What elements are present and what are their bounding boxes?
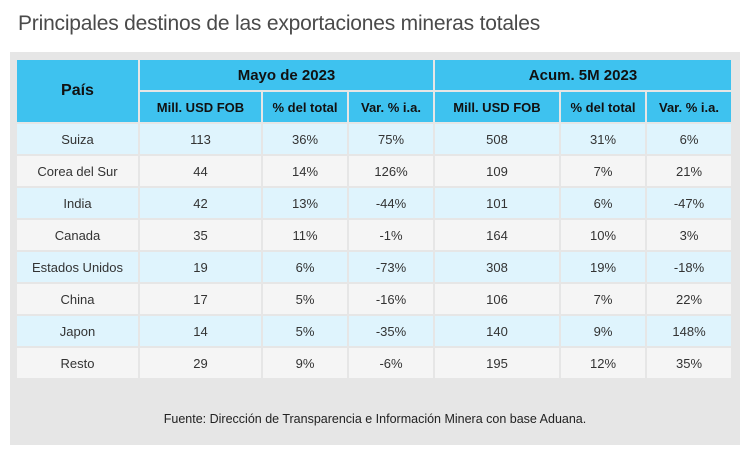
table-row: Japon 14 5% -35% 140 9% 148% — [17, 316, 731, 346]
cell-acum-mill-usd-fob: 164 — [435, 220, 559, 250]
cell-may-pct-total: 5% — [263, 316, 347, 346]
sub-header-mill-usd-fob-acum: Mill. USD FOB — [435, 92, 559, 122]
cell-may-var-ia: -6% — [349, 348, 433, 378]
cell-may-var-ia: -35% — [349, 316, 433, 346]
cell-may-var-ia: -44% — [349, 188, 433, 218]
cell-country: Japon — [17, 316, 138, 346]
cell-acum-pct-total: 9% — [561, 316, 645, 346]
cell-acum-var-ia: 3% — [647, 220, 731, 250]
cell-acum-pct-total: 19% — [561, 252, 645, 282]
cell-acum-var-ia: 148% — [647, 316, 731, 346]
cell-may-pct-total: 9% — [263, 348, 347, 378]
cell-acum-var-ia: 22% — [647, 284, 731, 314]
cell-country: China — [17, 284, 138, 314]
table-row: Canada 35 11% -1% 164 10% 3% — [17, 220, 731, 250]
cell-may-var-ia: -73% — [349, 252, 433, 282]
cell-country: India — [17, 188, 138, 218]
cell-acum-mill-usd-fob: 508 — [435, 124, 559, 154]
cell-may-pct-total: 5% — [263, 284, 347, 314]
cell-may-mill-usd-fob: 35 — [140, 220, 261, 250]
cell-acum-mill-usd-fob: 106 — [435, 284, 559, 314]
cell-country: Estados Unidos — [17, 252, 138, 282]
sub-header-var-ia-acum: Var. % i.a. — [647, 92, 731, 122]
cell-may-var-ia: -1% — [349, 220, 433, 250]
table-row: China 17 5% -16% 106 7% 22% — [17, 284, 731, 314]
table-row: Corea del Sur 44 14% 126% 109 7% 21% — [17, 156, 731, 186]
cell-may-mill-usd-fob: 29 — [140, 348, 261, 378]
cell-country: Corea del Sur — [17, 156, 138, 186]
table-row: India 42 13% -44% 101 6% -47% — [17, 188, 731, 218]
cell-acum-var-ia: 6% — [647, 124, 731, 154]
cell-country: Canada — [17, 220, 138, 250]
cell-may-pct-total: 14% — [263, 156, 347, 186]
source-note: Fuente: Dirección de Transparencia e Inf… — [163, 412, 587, 426]
cell-acum-mill-usd-fob: 109 — [435, 156, 559, 186]
cell-may-mill-usd-fob: 19 — [140, 252, 261, 282]
cell-acum-pct-total: 7% — [561, 284, 645, 314]
table-panel: País Mayo de 2023 Acum. 5M 2023 Mill. US… — [10, 52, 740, 445]
table-row: Estados Unidos 19 6% -73% 308 19% -18% — [17, 252, 731, 282]
cell-acum-var-ia: -18% — [647, 252, 731, 282]
cell-acum-var-ia: 35% — [647, 348, 731, 378]
group-header-may-2023: Mayo de 2023 — [140, 60, 433, 90]
table-row: Resto 29 9% -6% 195 12% 35% — [17, 348, 731, 378]
cell-acum-pct-total: 31% — [561, 124, 645, 154]
cell-country: Resto — [17, 348, 138, 378]
cell-acum-pct-total: 10% — [561, 220, 645, 250]
exports-table: País Mayo de 2023 Acum. 5M 2023 Mill. US… — [15, 58, 733, 380]
group-header-acum-5m-2023: Acum. 5M 2023 — [435, 60, 731, 90]
table-row: Suiza 113 36% 75% 508 31% 6% — [17, 124, 731, 154]
cell-acum-var-ia: 21% — [647, 156, 731, 186]
cell-may-pct-total: 36% — [263, 124, 347, 154]
cell-may-mill-usd-fob: 113 — [140, 124, 261, 154]
sub-header-var-ia: Var. % i.a. — [349, 92, 433, 122]
sub-header-pct-total-acum: % del total — [561, 92, 645, 122]
cell-acum-var-ia: -47% — [647, 188, 731, 218]
cell-may-mill-usd-fob: 44 — [140, 156, 261, 186]
cell-acum-mill-usd-fob: 195 — [435, 348, 559, 378]
cell-may-var-ia: 75% — [349, 124, 433, 154]
cell-may-pct-total: 13% — [263, 188, 347, 218]
cell-acum-mill-usd-fob: 308 — [435, 252, 559, 282]
cell-may-pct-total: 11% — [263, 220, 347, 250]
cell-acum-mill-usd-fob: 140 — [435, 316, 559, 346]
table-body: Suiza 113 36% 75% 508 31% 6% Corea del Sur 44 14%… — [17, 124, 731, 378]
cell-may-mill-usd-fob: 14 — [140, 316, 261, 346]
cell-may-pct-total: 6% — [263, 252, 347, 282]
country-column-header: País — [17, 60, 138, 122]
cell-acum-mill-usd-fob: 101 — [435, 188, 559, 218]
cell-acum-pct-total: 7% — [561, 156, 645, 186]
cell-may-var-ia: -16% — [349, 284, 433, 314]
sub-header-pct-total: % del total — [263, 92, 347, 122]
page-title: Principales destinos de las exportacione… — [18, 12, 541, 35]
cell-country: Suiza — [17, 124, 138, 154]
sub-header-mill-usd-fob: Mill. USD FOB — [140, 92, 261, 122]
cell-may-mill-usd-fob: 17 — [140, 284, 261, 314]
cell-acum-pct-total: 12% — [561, 348, 645, 378]
cell-may-mill-usd-fob: 42 — [140, 188, 261, 218]
cell-acum-pct-total: 6% — [561, 188, 645, 218]
cell-may-var-ia: 126% — [349, 156, 433, 186]
